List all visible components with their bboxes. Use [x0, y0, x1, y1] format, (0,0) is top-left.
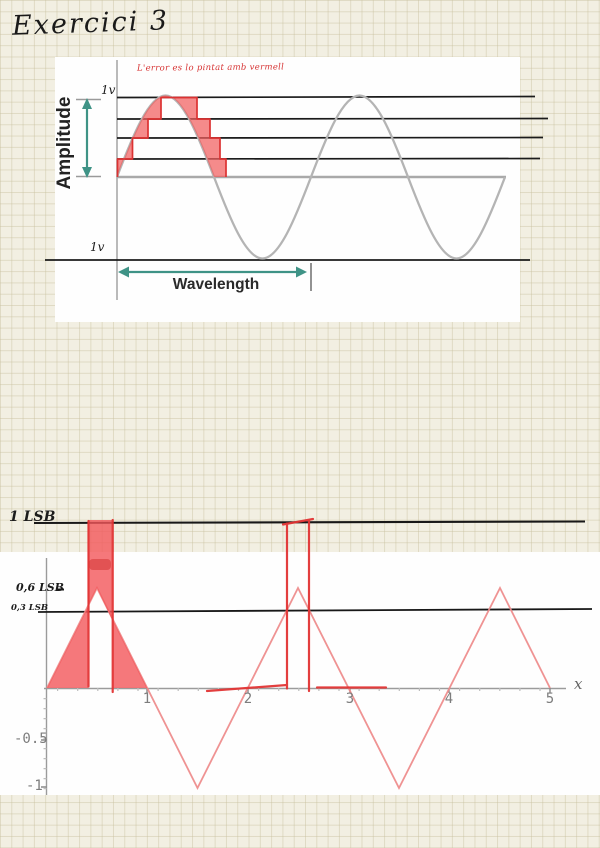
lsb-06-label: 0,6 LSB — [16, 581, 64, 594]
arrow-left-icon — [118, 266, 129, 278]
amplitude-arrow — [76, 98, 101, 178]
y-tick-neg05: -0.5 — [14, 731, 48, 747]
lsb-03-line — [37, 608, 593, 613]
lsb-1-label: 1 LSB — [9, 509, 56, 525]
x-tick-4: 4 — [444, 691, 454, 707]
arrow-right-icon — [296, 266, 307, 278]
quantization-level-lines — [45, 95, 549, 261]
wavelength-arrow — [118, 263, 312, 291]
sine-diagram-background — [55, 57, 520, 322]
quantization-error-fill — [117, 95, 226, 177]
top-voltage-label: 1v — [101, 83, 116, 97]
y-tick-neg1: -1 — [26, 778, 43, 794]
marker-smudge — [89, 559, 111, 570]
major-ticks — [41, 688, 551, 788]
x-axis-label: x — [574, 675, 583, 693]
hand-red-strokes — [87, 517, 388, 694]
error-area-left-fill — [47, 606, 88, 688]
lsb-03-label: 0,3 LSB — [11, 603, 49, 613]
quantization-staircase — [116, 96, 227, 177]
wavelength-axis-label: Wavelength — [172, 276, 260, 293]
arrow-up-icon — [82, 98, 92, 109]
error-area-right-fill — [113, 620, 148, 688]
error-plot — [33, 517, 593, 795]
page-title: Exercici 3 — [11, 5, 170, 42]
x-tick-2: 2 — [243, 691, 253, 707]
x-tick-1: 1 — [142, 691, 152, 707]
bottom-voltage-label: 1v — [90, 240, 105, 254]
arrow-down-icon — [82, 167, 92, 178]
hand-black-lines — [33, 520, 593, 613]
red-error-note: L'error es lo pintat amb vermell — [136, 62, 285, 74]
amplitude-axis-label: Amplitude — [54, 96, 75, 190]
sine-diagram — [45, 60, 549, 300]
baseline-red-segment-left — [205, 683, 289, 693]
red-highlight-column-outline — [281, 517, 315, 693]
red-highlight-column-filled — [47, 520, 148, 688]
sine-wave-curve — [115, 94, 507, 260]
x-tick-5: 5 — [545, 691, 555, 707]
x-tick-3: 3 — [345, 691, 355, 707]
